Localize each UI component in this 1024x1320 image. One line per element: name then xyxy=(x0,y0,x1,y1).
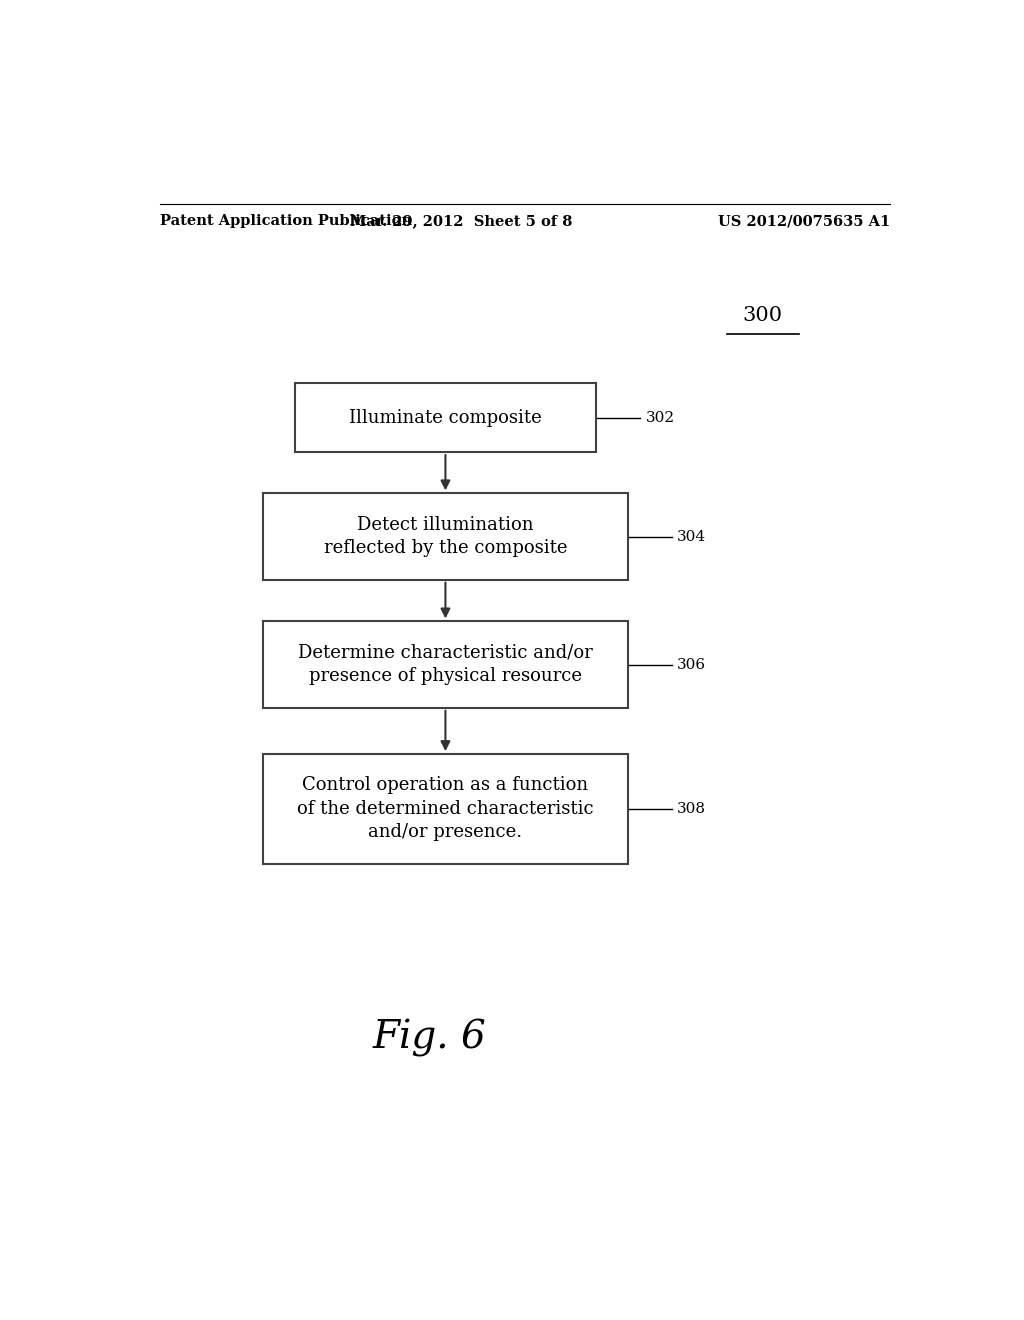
Text: 308: 308 xyxy=(677,801,707,816)
Text: 300: 300 xyxy=(742,306,783,326)
Text: Illuminate composite: Illuminate composite xyxy=(349,409,542,426)
Text: Mar. 29, 2012  Sheet 5 of 8: Mar. 29, 2012 Sheet 5 of 8 xyxy=(350,214,572,228)
Bar xyxy=(263,494,628,579)
Text: Fig. 6: Fig. 6 xyxy=(373,1019,486,1056)
Text: US 2012/0075635 A1: US 2012/0075635 A1 xyxy=(718,214,890,228)
Text: Detect illumination
reflected by the composite: Detect illumination reflected by the com… xyxy=(324,516,567,557)
Text: Control operation as a function
of the determined characteristic
and/or presence: Control operation as a function of the d… xyxy=(297,776,594,841)
Text: 304: 304 xyxy=(677,529,707,544)
Bar xyxy=(263,622,628,708)
Text: Patent Application Publication: Patent Application Publication xyxy=(160,214,412,228)
Text: Determine characteristic and/or
presence of physical resource: Determine characteristic and/or presence… xyxy=(298,644,593,685)
Bar xyxy=(295,383,596,453)
Text: 302: 302 xyxy=(645,411,675,425)
Bar xyxy=(263,754,628,863)
Text: 306: 306 xyxy=(677,657,707,672)
